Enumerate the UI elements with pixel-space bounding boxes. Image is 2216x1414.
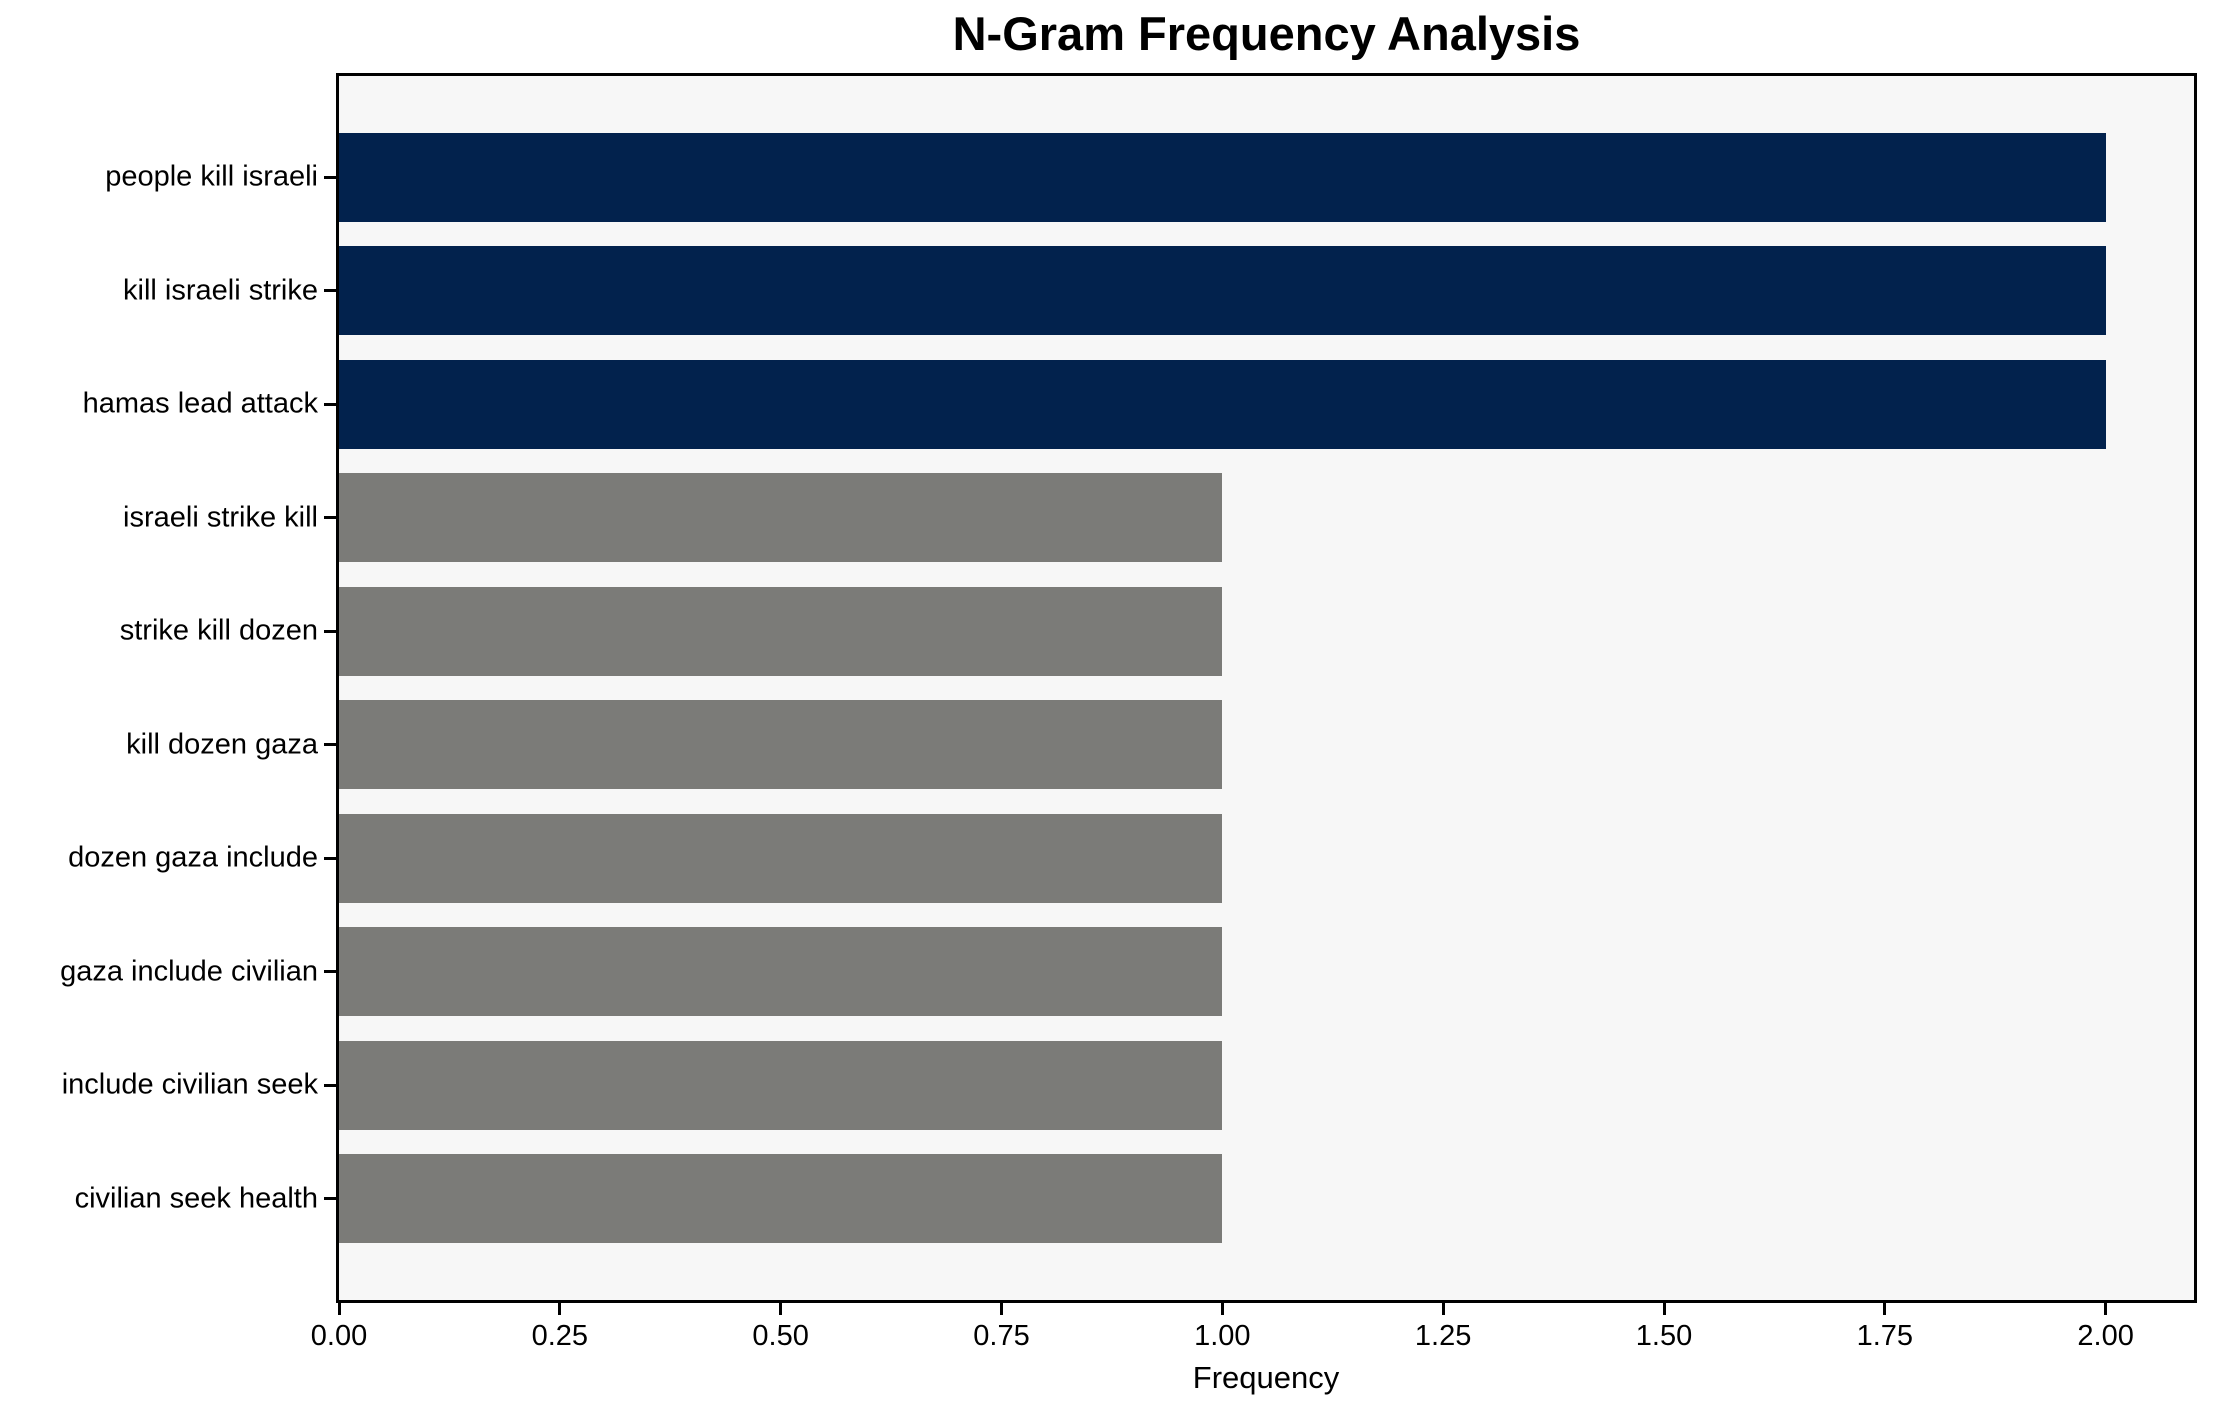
x-axis-label: Frequency — [1192, 1360, 1340, 1395]
x-tick-mark — [1220, 1303, 1224, 1315]
x-tick-mark — [1883, 1303, 1887, 1315]
x-tick-mark — [2104, 1303, 2108, 1315]
y-tick-mark — [324, 743, 336, 747]
y-tick-mark — [324, 175, 336, 179]
y-tick-label: include civilian seek — [61, 1068, 318, 1101]
x-tick-label: 1.00 — [1194, 1320, 1251, 1352]
y-tick-label: people kill israeli — [105, 160, 318, 193]
bar — [339, 1154, 1223, 1244]
y-tick-label: gaza include civilian — [60, 955, 318, 988]
y-tick-label: civilian seek health — [74, 1182, 318, 1215]
y-tick-mark — [324, 856, 336, 860]
y-tick-label: strike kill dozen — [119, 614, 318, 647]
x-tick-label: 1.50 — [1635, 1320, 1693, 1352]
x-tick-mark — [779, 1303, 783, 1315]
y-tick-mark — [324, 970, 336, 974]
bar — [339, 927, 1223, 1017]
x-tick-label: 2.00 — [2077, 1320, 2134, 1352]
y-tick-label: kill dozen gaza — [126, 728, 318, 761]
y-tick-mark — [324, 1197, 336, 1201]
x-tick-mark — [558, 1303, 562, 1315]
plot-area — [336, 73, 2197, 1303]
x-tick-label: 1.25 — [1414, 1320, 1472, 1352]
x-tick-label: 1.75 — [1856, 1320, 1914, 1352]
bar — [339, 813, 1223, 903]
y-tick-label: israeli strike kill — [123, 501, 318, 534]
x-tick-label: 0.00 — [310, 1320, 368, 1352]
x-tick-mark — [337, 1303, 341, 1315]
y-tick-mark — [324, 629, 336, 633]
chart-title: N-Gram Frequency Analysis — [952, 7, 1581, 60]
bar — [339, 586, 1223, 676]
x-tick-mark — [1662, 1303, 1666, 1315]
y-tick-label: kill israeli strike — [123, 274, 318, 307]
y-tick-label: hamas lead attack — [82, 387, 318, 420]
x-tick-label: 0.75 — [973, 1320, 1030, 1352]
x-tick-mark — [1441, 1303, 1445, 1315]
bar — [339, 700, 1223, 790]
x-tick-mark — [1000, 1303, 1003, 1315]
y-tick-mark — [324, 289, 336, 293]
bar — [339, 246, 2106, 336]
x-tick-label: 0.50 — [752, 1320, 809, 1352]
plot-inner — [339, 76, 2194, 1300]
bar — [339, 1040, 1223, 1130]
y-tick-label: dozen gaza include — [68, 841, 318, 874]
y-tick-mark — [324, 1083, 336, 1087]
x-tick-label: 0.25 — [531, 1320, 589, 1352]
bar — [339, 132, 2106, 222]
bar — [339, 473, 1223, 563]
y-tick-mark — [324, 516, 336, 520]
bar — [339, 359, 2106, 449]
y-tick-mark — [324, 402, 336, 406]
